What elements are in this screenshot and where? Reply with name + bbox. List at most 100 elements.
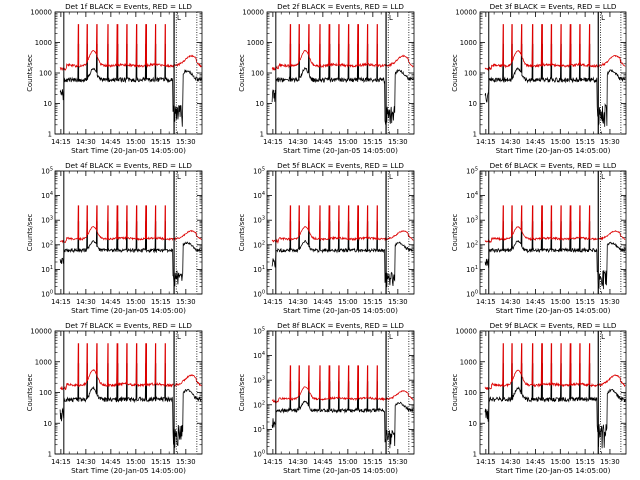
detector-panel-6: L 100 101 102 103 104 105 14:15 14:30 14:45 15:00 1…	[451, 161, 627, 315]
events-series-line	[271, 221, 414, 288]
lld-series-line	[271, 205, 414, 245]
x-axis-label: Start Time (20-Jan-05 14:05:00)	[71, 306, 186, 315]
y-tick-label: 105	[466, 167, 478, 176]
y-tick-label: 10	[468, 100, 477, 108]
x-tick-label: 14:30	[76, 458, 96, 466]
y-tick-label: 1000	[35, 358, 52, 366]
y-tick-label: 100	[466, 290, 478, 299]
lld-series-line	[59, 343, 202, 391]
y-tick-label: 105	[41, 167, 53, 176]
x-tick-label: 14:15	[263, 298, 283, 306]
detector-panel-2: L 1 10 100 1000 10000 14:15 14:30 14:45 15:00 15:1…	[238, 2, 415, 155]
x-tick-label: 14:15	[476, 138, 496, 146]
x-tick-label: 14:30	[76, 298, 96, 306]
x-tick-label: 15:00	[338, 298, 358, 306]
x-axis-label: Start Time (20-Jan-05 14:05:00)	[496, 146, 611, 155]
panel-title: Det 6f BLACK = Events, RED = LLD	[490, 161, 617, 170]
x-tick-label: 15:00	[126, 458, 146, 466]
y-tick-label: 10	[255, 100, 264, 108]
x-axis-label: Start Time (20-Jan-05 14:05:00)	[283, 146, 398, 155]
y-tick-label: 100	[39, 70, 52, 78]
x-tick-label: 15:00	[126, 138, 146, 146]
x-tick-label: 14:45	[313, 458, 333, 466]
marker-label: L	[177, 173, 181, 181]
marker-label: L	[177, 333, 181, 341]
y-tick-label: 100	[251, 70, 264, 78]
y-tick-label: 100	[464, 389, 477, 397]
x-axis-label: Start Time (20-Jan-05 14:05:00)	[71, 466, 186, 475]
y-tick-label: 10000	[455, 9, 477, 17]
y-axis-label: Counts/sec	[238, 374, 246, 412]
x-tick-label: 15:15	[363, 458, 383, 466]
x-tick-label: 15:15	[575, 298, 595, 306]
y-tick-label: 1	[473, 451, 477, 459]
x-tick-label: 14:15	[51, 458, 71, 466]
events-series-line	[271, 381, 414, 449]
x-tick-label: 15:30	[388, 138, 408, 146]
y-axis-label: Counts/sec	[26, 54, 34, 92]
y-axis-label: Counts/sec	[238, 214, 246, 252]
x-tick-label: 15:15	[363, 298, 383, 306]
y-tick-label: 103	[253, 376, 265, 385]
x-tick-label: 14:45	[526, 458, 546, 466]
marker-label: L	[601, 14, 605, 22]
events-series-line	[59, 363, 202, 448]
y-tick-label: 102	[41, 240, 53, 249]
x-tick-label: 15:15	[575, 458, 595, 466]
plot-frame	[54, 170, 203, 295]
x-tick-label: 15:00	[551, 458, 571, 466]
x-tick-label: 15:00	[126, 298, 146, 306]
events-series-line	[484, 363, 626, 449]
x-tick-label: 15:30	[176, 298, 196, 306]
x-tick-label: 15:30	[388, 298, 408, 306]
x-tick-label: 15:15	[151, 298, 171, 306]
y-tick-label: 104	[253, 351, 265, 360]
lld-series-line	[59, 205, 202, 244]
y-tick-label: 10	[43, 420, 52, 428]
y-tick-label: 100	[41, 290, 53, 299]
detector-panel-4: L 100 101 102 103 104 105 14:15 14:30 14:45 15:00 1…	[26, 161, 203, 315]
lld-series-line	[271, 365, 414, 404]
x-axis-label: Start Time (20-Jan-05 14:05:00)	[283, 466, 398, 475]
plot-frame	[479, 170, 627, 295]
panel-title: Det 2f BLACK = Events, RED = LLD	[277, 2, 404, 11]
x-tick-label: 14:45	[313, 298, 333, 306]
y-tick-label: 102	[466, 240, 478, 249]
x-tick-label: 14:15	[263, 458, 283, 466]
marker-label: L	[601, 333, 605, 341]
x-tick-label: 14:30	[501, 138, 521, 146]
x-tick-label: 15:00	[551, 138, 571, 146]
y-tick-label: 101	[253, 265, 265, 274]
events-series-line	[271, 43, 414, 125]
panel-title: Det 8f BLACK = Events, RED = LLD	[277, 321, 404, 330]
y-tick-label: 10000	[455, 328, 477, 336]
marker-label: L	[389, 173, 393, 181]
x-tick-label: 14:45	[101, 298, 121, 306]
y-axis-label: Counts/sec	[238, 54, 246, 92]
y-tick-label: 10000	[30, 328, 52, 336]
events-series-line	[484, 221, 626, 290]
y-tick-label: 105	[253, 327, 265, 336]
x-tick-label: 15:15	[363, 138, 383, 146]
plot-frame	[266, 170, 415, 295]
y-axis-label: Counts/sec	[26, 214, 34, 252]
y-tick-label: 1000	[247, 39, 264, 47]
detector-panel-8: L 100 101 102 103 104 105 14:15 14:30 14:45 15:00 1…	[238, 321, 415, 475]
y-tick-label: 10	[43, 100, 52, 108]
y-tick-label: 103	[253, 216, 265, 225]
y-tick-label: 100	[464, 70, 477, 78]
y-tick-label: 104	[253, 191, 265, 200]
y-tick-label: 1	[260, 131, 264, 139]
x-tick-label: 14:15	[51, 138, 71, 146]
y-tick-label: 10000	[242, 9, 264, 17]
y-axis-label: Counts/sec	[451, 374, 459, 412]
x-tick-label: 15:30	[388, 458, 408, 466]
y-axis-label: Counts/sec	[26, 374, 34, 412]
x-tick-label: 14:15	[263, 138, 283, 146]
y-tick-label: 10000	[30, 9, 52, 17]
x-tick-label: 14:45	[526, 138, 546, 146]
panel-title: Det 3f BLACK = Events, RED = LLD	[490, 2, 617, 11]
y-tick-label: 104	[41, 191, 53, 200]
y-tick-label: 101	[253, 425, 265, 434]
x-tick-label: 14:30	[288, 298, 308, 306]
